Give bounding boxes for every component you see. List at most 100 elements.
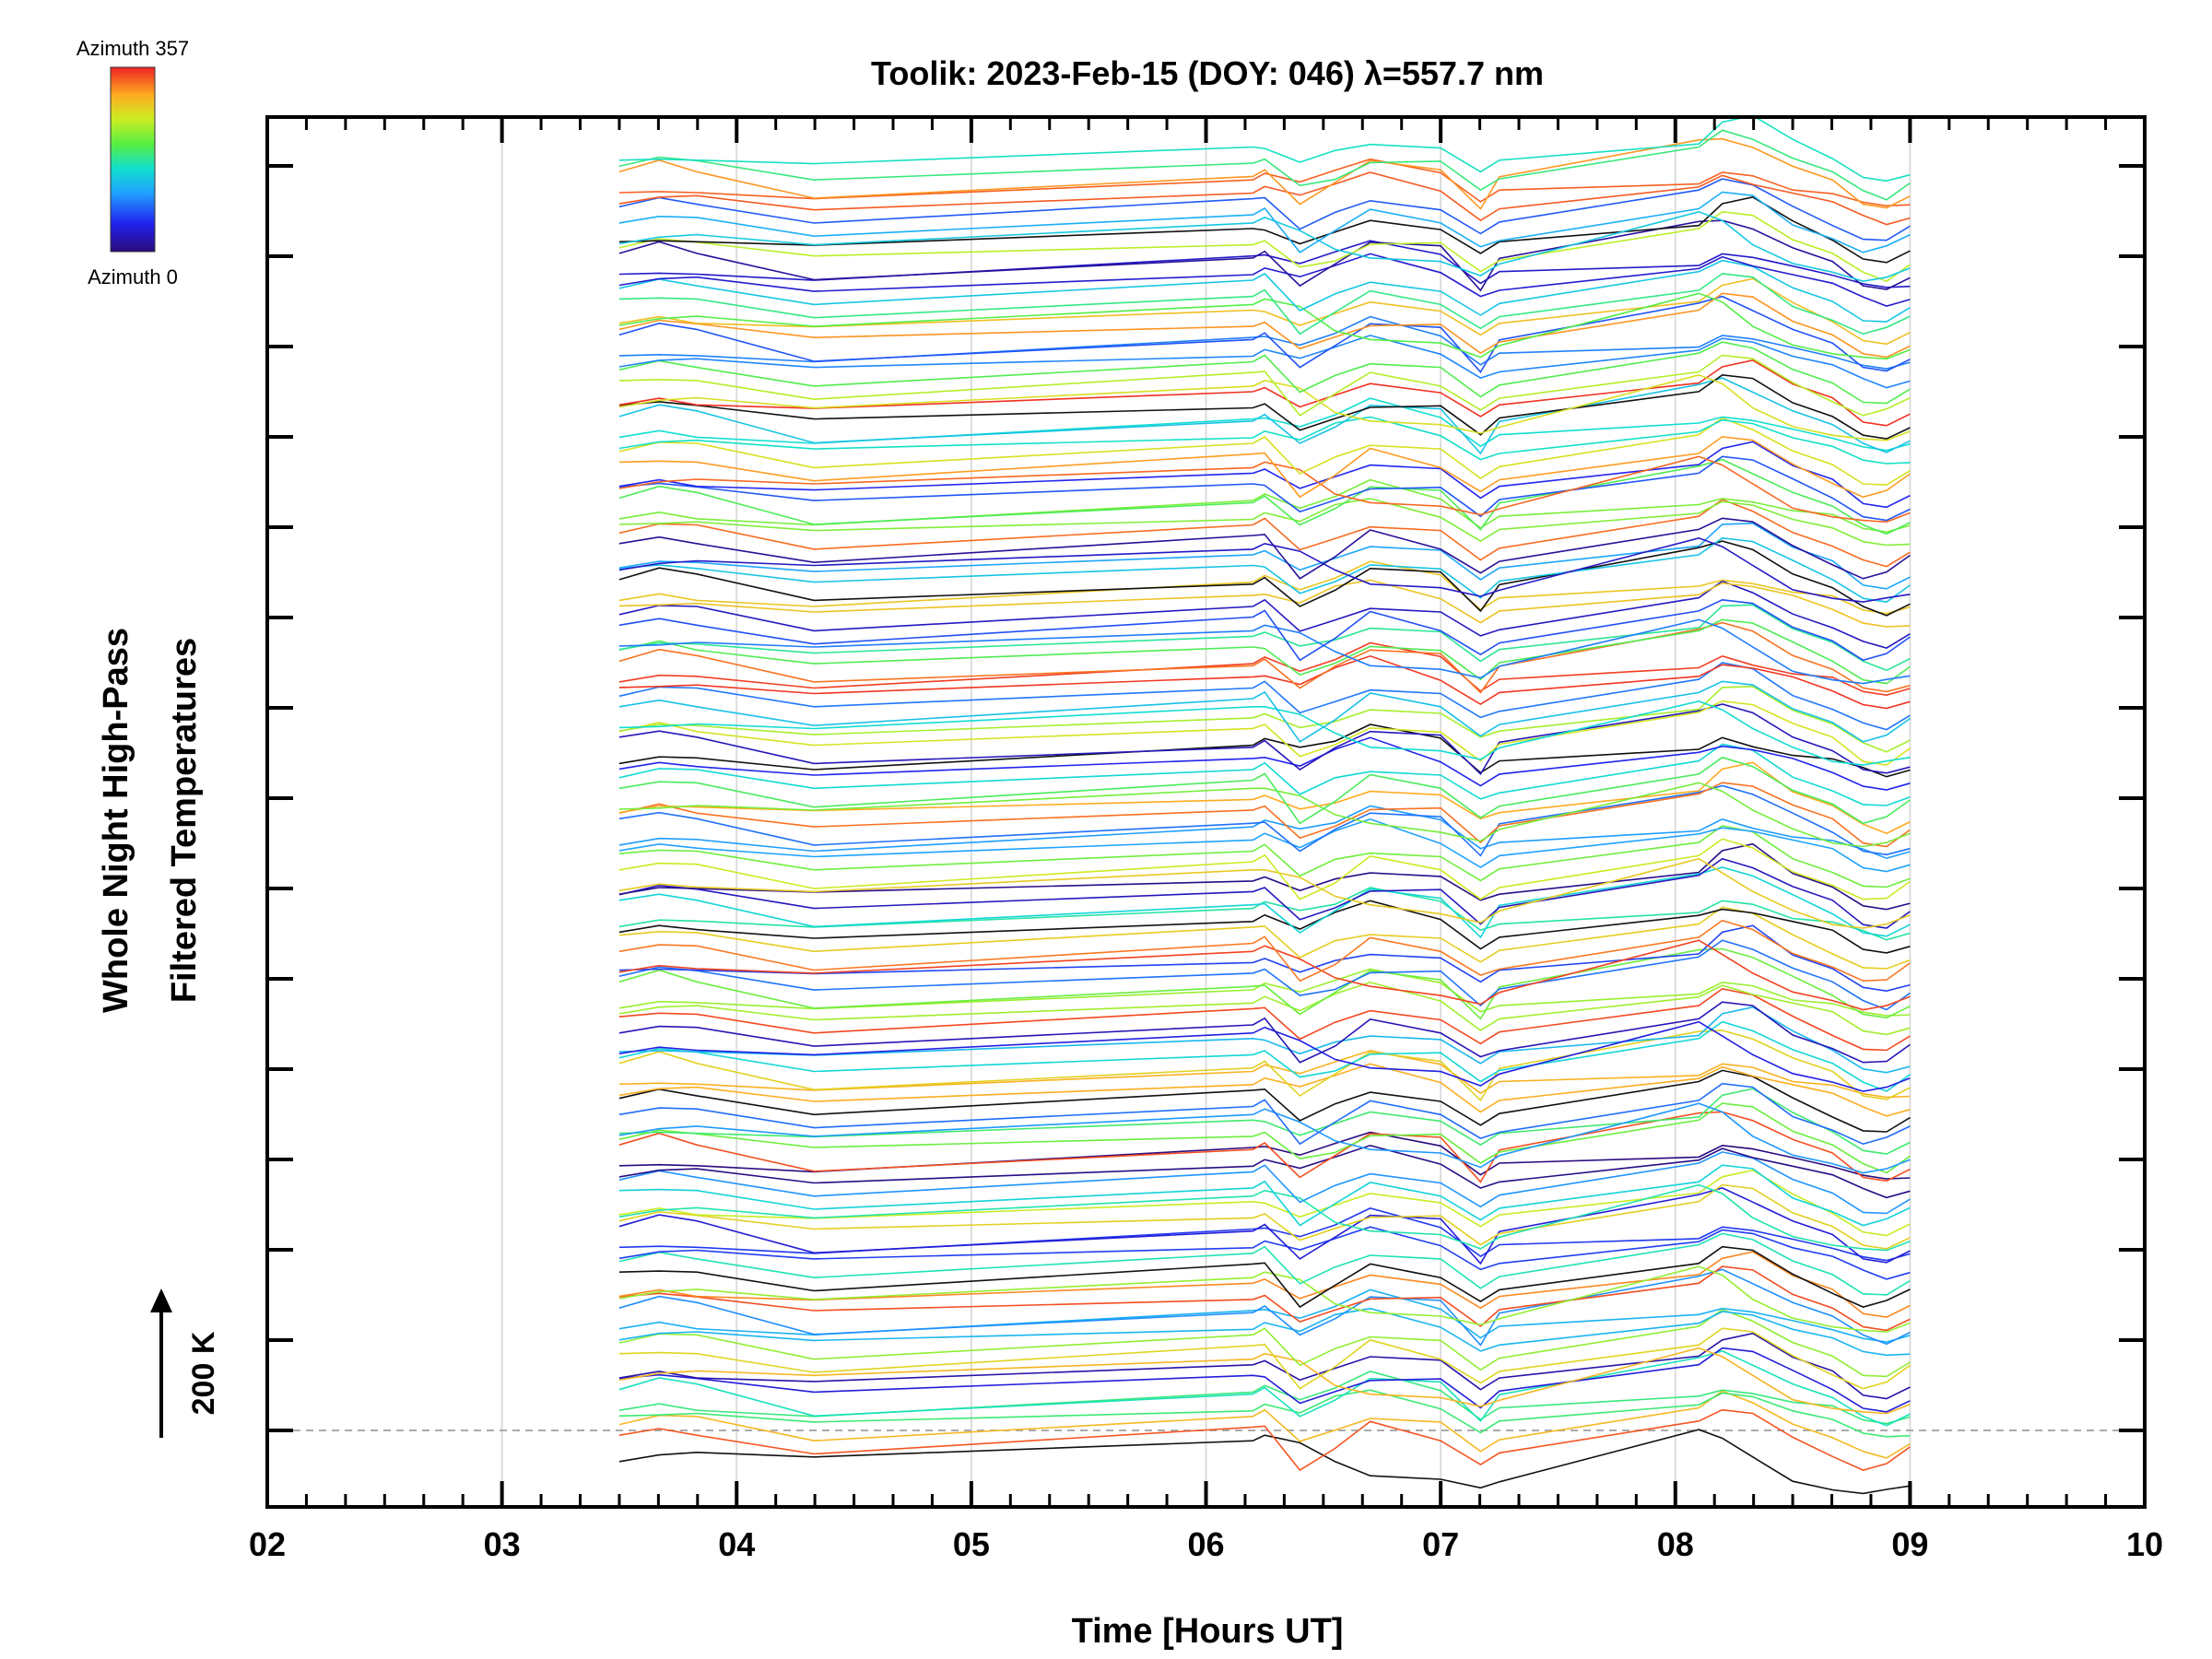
series-line bbox=[618, 598, 1911, 662]
chart-title: Toolik: 2023-Feb-15 (DOY: 046) λ=557.7 n… bbox=[871, 54, 1544, 92]
series-line bbox=[618, 114, 1911, 182]
x-tick-label: 08 bbox=[1657, 1525, 1694, 1563]
series-line bbox=[618, 654, 1911, 710]
series-line bbox=[618, 158, 1911, 207]
x-tick-label: 02 bbox=[249, 1525, 286, 1563]
series-line bbox=[618, 1347, 1911, 1415]
series-line bbox=[618, 1265, 1911, 1332]
series-line bbox=[618, 1327, 1911, 1390]
series-line bbox=[618, 171, 1911, 226]
x-axis-label: Time [Hours UT] bbox=[1072, 1612, 1344, 1651]
series-line bbox=[618, 700, 1911, 766]
series-line bbox=[618, 1169, 1911, 1237]
series-line bbox=[618, 210, 1911, 283]
series-line bbox=[618, 618, 1911, 685]
series-line bbox=[618, 1268, 1911, 1347]
series-line bbox=[618, 522, 1911, 590]
series-line bbox=[618, 458, 1911, 535]
series-line bbox=[618, 1251, 1911, 1318]
series-line bbox=[618, 1088, 1911, 1155]
series-line bbox=[618, 842, 1911, 911]
series-line bbox=[618, 377, 1911, 455]
series-line bbox=[618, 641, 1911, 697]
series-line bbox=[618, 1082, 1911, 1146]
series-line bbox=[618, 1429, 1911, 1495]
x-tick-label: 09 bbox=[1891, 1525, 1928, 1563]
series-line bbox=[618, 857, 1911, 929]
y-axis-label-line2: Filtered Temperatures bbox=[165, 638, 204, 1003]
series-line bbox=[618, 1245, 1911, 1309]
x-tick-labels: 02 03 04 05 06 07 08 09 10 bbox=[249, 1525, 2163, 1563]
series-line bbox=[618, 906, 1911, 970]
series-line bbox=[618, 981, 1911, 1036]
series-line bbox=[618, 761, 1911, 835]
series-line bbox=[618, 857, 1911, 929]
series-line bbox=[618, 1307, 1911, 1357]
series-line bbox=[618, 1389, 1911, 1438]
series-line bbox=[618, 736, 1911, 791]
series-line bbox=[618, 292, 1911, 360]
series-line bbox=[618, 1020, 1911, 1092]
series-line bbox=[618, 455, 1911, 524]
series-line bbox=[618, 805, 1911, 860]
series-line bbox=[618, 1164, 1911, 1227]
series-line bbox=[618, 441, 1911, 509]
series-line bbox=[618, 1183, 1911, 1252]
x-tick-label: 03 bbox=[484, 1525, 521, 1563]
series-line bbox=[618, 1006, 1911, 1074]
series-line bbox=[618, 499, 1911, 568]
series-line bbox=[618, 580, 1911, 649]
series-line bbox=[618, 968, 1911, 1017]
series-line bbox=[618, 900, 1911, 954]
series-line bbox=[618, 1063, 1911, 1117]
series-line bbox=[618, 560, 1911, 615]
series-line bbox=[618, 295, 1911, 373]
series-line bbox=[618, 1408, 1911, 1472]
series-line bbox=[618, 273, 1911, 335]
series-line bbox=[618, 1069, 1911, 1133]
series-line bbox=[618, 498, 1911, 547]
series-line bbox=[618, 536, 1911, 603]
series-line bbox=[618, 178, 1911, 241]
series-line bbox=[618, 782, 1911, 848]
series-line bbox=[618, 838, 1911, 900]
y-axis-label-line1: Whole Night High-Pass bbox=[97, 628, 135, 1013]
series-line bbox=[618, 618, 1911, 685]
series-line bbox=[618, 700, 1911, 766]
series-line bbox=[618, 579, 1911, 628]
series-line bbox=[618, 724, 1911, 778]
series-line bbox=[618, 335, 1911, 389]
series-line bbox=[618, 540, 1911, 617]
series-line bbox=[618, 536, 1911, 603]
series-line bbox=[618, 685, 1911, 753]
series-line bbox=[618, 756, 1911, 825]
series-lines bbox=[618, 114, 1911, 1495]
series-line bbox=[618, 988, 1911, 1052]
series-line bbox=[618, 1030, 1911, 1102]
x-tick-label: 04 bbox=[718, 1525, 755, 1563]
series-line bbox=[618, 417, 1911, 486]
series-line bbox=[618, 416, 1911, 465]
series-line bbox=[618, 1102, 1911, 1174]
series-line bbox=[618, 1144, 1911, 1199]
series-line bbox=[618, 436, 1911, 499]
series-line bbox=[618, 782, 1911, 848]
colorbar bbox=[110, 66, 156, 253]
series-line bbox=[618, 939, 1911, 1011]
series-line bbox=[618, 939, 1911, 1011]
series-line bbox=[618, 1347, 1911, 1413]
colorbar-top-label: Azimuth 357 bbox=[76, 37, 189, 60]
series-line bbox=[618, 1308, 1911, 1378]
series-line bbox=[618, 1265, 1911, 1333]
colorbar-bottom-label: Azimuth 0 bbox=[88, 265, 178, 288]
series-line bbox=[618, 1226, 1911, 1280]
series-line bbox=[618, 1102, 1911, 1174]
scale-label: 200 K bbox=[186, 1331, 221, 1415]
series-line bbox=[618, 1350, 1911, 1427]
series-line bbox=[618, 887, 1911, 941]
series-line bbox=[618, 825, 1911, 888]
series-line bbox=[618, 1390, 1911, 1459]
series-line bbox=[618, 359, 1911, 427]
series-line bbox=[618, 1001, 1911, 1064]
